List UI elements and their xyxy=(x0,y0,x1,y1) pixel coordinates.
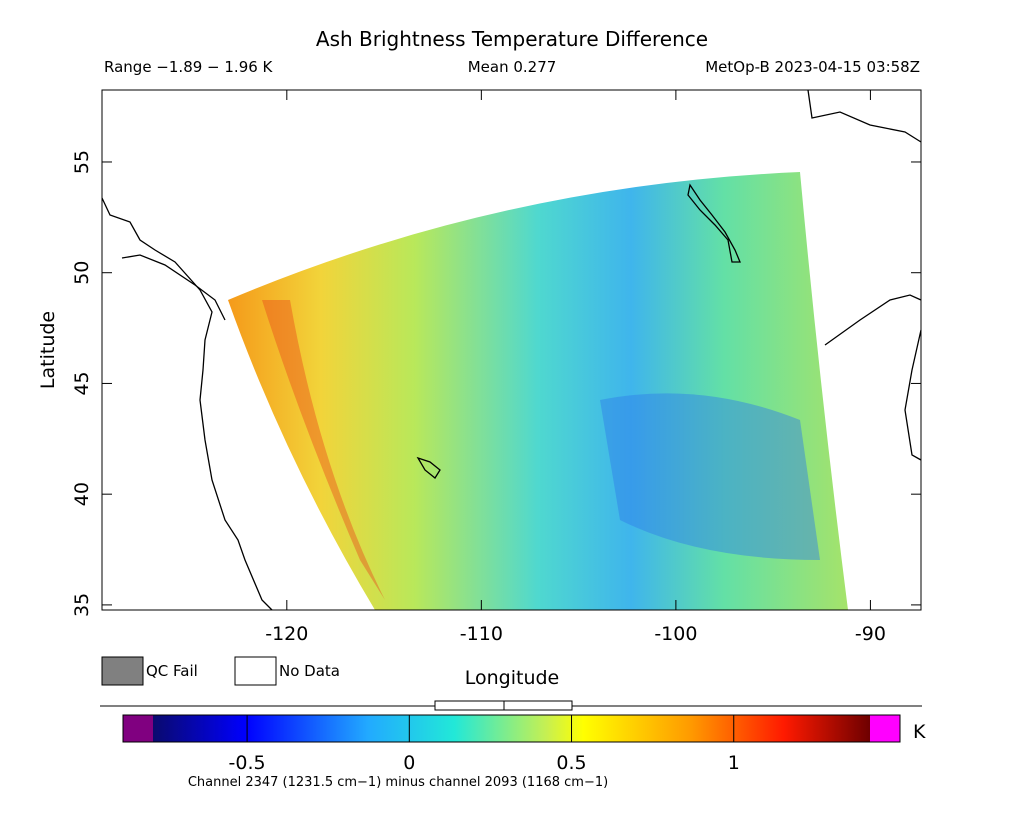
colorbar-tick-label: 0.5 xyxy=(556,752,586,774)
y-tick-label: 45 xyxy=(71,371,93,395)
no-data-swatch xyxy=(234,656,277,686)
colorbar-unit: K xyxy=(913,721,926,743)
y-tick-label: 40 xyxy=(71,482,93,506)
colorbar-over xyxy=(870,715,900,742)
x-tick-label: -110 xyxy=(460,623,503,645)
colorbar xyxy=(153,715,870,742)
x-axis-label: Longitude xyxy=(465,667,560,689)
y-axis-label: Latitude xyxy=(37,311,59,389)
x-tick-label: -90 xyxy=(855,623,886,645)
mean-text: Mean 0.277 xyxy=(468,58,557,76)
y-tick-label: 50 xyxy=(71,261,93,285)
footnote: Channel 2347 (1231.5 cm−1) minus channel… xyxy=(188,775,608,790)
title: Ash Brightness Temperature Difference xyxy=(316,27,708,51)
x-tick-label: -120 xyxy=(265,623,308,645)
map-frame xyxy=(101,89,922,611)
swath-cool-area xyxy=(600,393,820,560)
swath-warm-edge xyxy=(262,300,385,600)
range-text: Range −1.89 − 1.96 K xyxy=(104,58,274,76)
colorbar-tick-label: -0.5 xyxy=(229,752,266,774)
colorbar-tick-label: 1 xyxy=(728,752,740,774)
colorbar-tick-label: 0 xyxy=(403,752,415,774)
colorbar-frame xyxy=(122,714,901,743)
x-tick-label: -100 xyxy=(654,623,697,645)
source-text: MetOp-B 2023-04-15 03:58Z xyxy=(705,58,920,76)
colorbar-under xyxy=(123,715,153,742)
y-tick-label: 55 xyxy=(71,150,93,174)
legend-label: No Data xyxy=(279,662,340,680)
legend-label: QC Fail xyxy=(146,662,198,680)
swath xyxy=(228,172,848,610)
qc-fail-swatch xyxy=(101,656,144,686)
coastlines xyxy=(101,89,922,611)
y-tick-label: 35 xyxy=(71,593,93,617)
